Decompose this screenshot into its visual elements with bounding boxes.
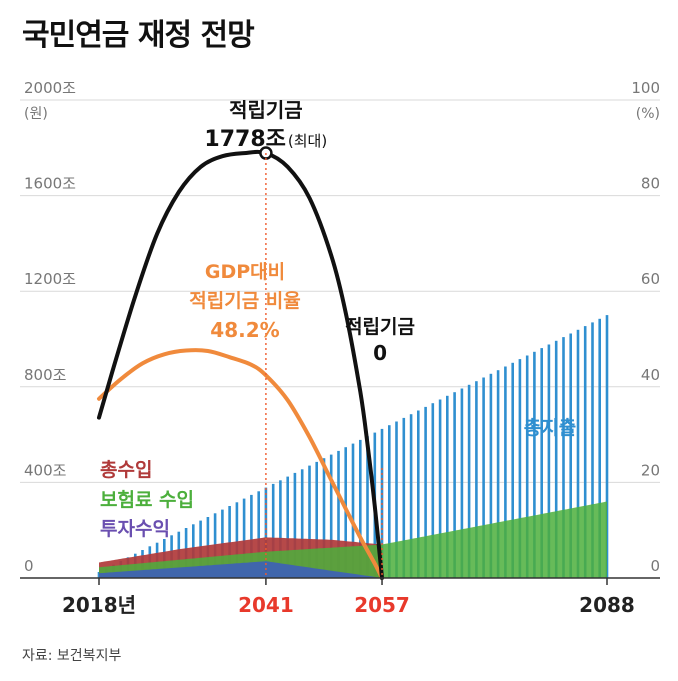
expenditure-bar xyxy=(547,344,551,578)
expenditure-bar xyxy=(431,403,435,578)
label-total-expenditure: 총지출 xyxy=(524,417,576,439)
expenditure-bar xyxy=(569,333,572,578)
premium-revenue-area xyxy=(99,501,607,578)
x-axis-tick-label: 2088 xyxy=(579,593,635,617)
expenditure-bar xyxy=(605,315,609,578)
expenditure-bar xyxy=(279,480,282,578)
label-premium-revenue: 보험료 수입 xyxy=(100,489,194,511)
expenditure-bar xyxy=(322,458,326,578)
left-axis: 0 400조 800조 1200조 1600조 2000조 (원) xyxy=(24,79,76,575)
expenditure-bar xyxy=(438,399,442,578)
x-axis-tick-label: 2057 xyxy=(354,593,410,617)
expenditure-bar xyxy=(235,502,239,578)
right-axis-tick: 40 xyxy=(641,366,660,384)
expenditure-bar xyxy=(329,454,333,578)
label-investment-return: 투자수익 xyxy=(100,518,170,540)
expenditure-bar xyxy=(388,425,391,578)
right-axis-tick: 20 xyxy=(641,461,660,479)
right-axis-tick: 80 xyxy=(641,175,660,193)
annotation-fund-peak: 1778조 xyxy=(204,127,285,152)
expenditure-bar xyxy=(308,465,311,578)
expenditure-bar xyxy=(583,326,587,578)
right-axis-tick: 0 xyxy=(650,557,660,575)
expenditure-bar xyxy=(300,469,304,578)
expenditure-bar xyxy=(286,476,289,578)
expenditure-bar xyxy=(475,381,478,578)
expenditure-bar xyxy=(395,421,398,578)
annotation-fund-zero-value: 0 xyxy=(373,341,387,365)
annotation-fund-peak-note: (최대) xyxy=(288,132,327,150)
right-axis-tick: 100 xyxy=(631,79,660,97)
expenditure-bar xyxy=(489,373,493,578)
expenditure-bar xyxy=(511,362,514,578)
x-axis: 2018년 2041 2057 2088 xyxy=(20,577,660,617)
expenditure-bar xyxy=(518,359,522,578)
expenditure-bar xyxy=(424,406,427,578)
expenditure-bar xyxy=(591,322,594,578)
left-axis-tick: 400조 xyxy=(24,461,67,479)
expenditure-bar xyxy=(409,414,413,578)
annotation-gdp-ratio-value: 48.2% xyxy=(210,318,279,342)
gdp-ratio-line xyxy=(97,348,384,580)
expenditure-bar xyxy=(242,498,246,578)
expenditure-bar xyxy=(271,483,275,578)
left-axis-tick: 800조 xyxy=(24,366,67,384)
guide-lines xyxy=(265,153,383,578)
right-axis: 0 20 40 60 80 100 (%) xyxy=(631,79,660,575)
annotation-fund-zero-title: 적립기금 xyxy=(345,316,415,338)
expenditure-bar xyxy=(359,439,362,578)
expenditure-bar xyxy=(482,377,485,578)
expenditure-bar xyxy=(446,395,449,578)
expenditure-bar xyxy=(460,388,464,578)
left-axis-tick: 0 xyxy=(24,557,34,575)
annotation-gdp-ratio-line1: GDP대비 xyxy=(205,261,285,283)
expenditure-bar xyxy=(315,461,318,578)
left-axis-tick: 1200조 xyxy=(24,270,76,288)
expenditure-bar xyxy=(496,370,500,578)
x-axis-tick-label: 2041 xyxy=(238,593,294,617)
right-axis-tick: 60 xyxy=(641,270,660,288)
source-note: 자료: 보건복지부 xyxy=(22,648,122,664)
expenditure-bar xyxy=(257,491,260,578)
expenditure-bar xyxy=(264,487,268,578)
expenditure-bar xyxy=(293,472,297,578)
expenditure-bar xyxy=(554,340,558,578)
expenditure-bar xyxy=(540,348,543,578)
expenditure-bar xyxy=(533,351,536,578)
expenditure-bar xyxy=(576,329,580,578)
expenditure-bar xyxy=(402,417,406,578)
page-title: 국민연금 재정 전망 xyxy=(22,18,255,53)
expenditure-bar xyxy=(228,506,231,578)
expenditure-bar xyxy=(562,337,565,578)
expenditure-bar xyxy=(250,494,253,578)
expenditure-bar xyxy=(366,436,369,578)
expenditure-bar xyxy=(417,410,420,578)
revenue-areas xyxy=(99,501,607,578)
expenditure-bar xyxy=(337,450,340,578)
x-axis-tick-label: 2018년 xyxy=(62,593,136,617)
expenditure-bar xyxy=(525,355,529,578)
right-axis-unit: (%) xyxy=(636,106,660,122)
investment-return-area xyxy=(99,561,382,578)
label-total-revenue: 총수입 xyxy=(100,459,152,481)
left-axis-unit: (원) xyxy=(24,106,48,122)
expenditure-bar xyxy=(504,366,507,578)
annotation-fund-title: 적립기금 xyxy=(229,98,303,122)
left-axis-tick: 1600조 xyxy=(24,175,76,193)
expenditure-bar xyxy=(598,318,601,578)
expenditure-bar xyxy=(351,443,355,578)
left-axis-tick: 2000조 xyxy=(24,79,76,97)
annotation-gdp-ratio-line2: 적립기금 비율 xyxy=(189,290,301,312)
expenditure-bar xyxy=(467,384,471,578)
expenditure-bar xyxy=(453,392,456,578)
